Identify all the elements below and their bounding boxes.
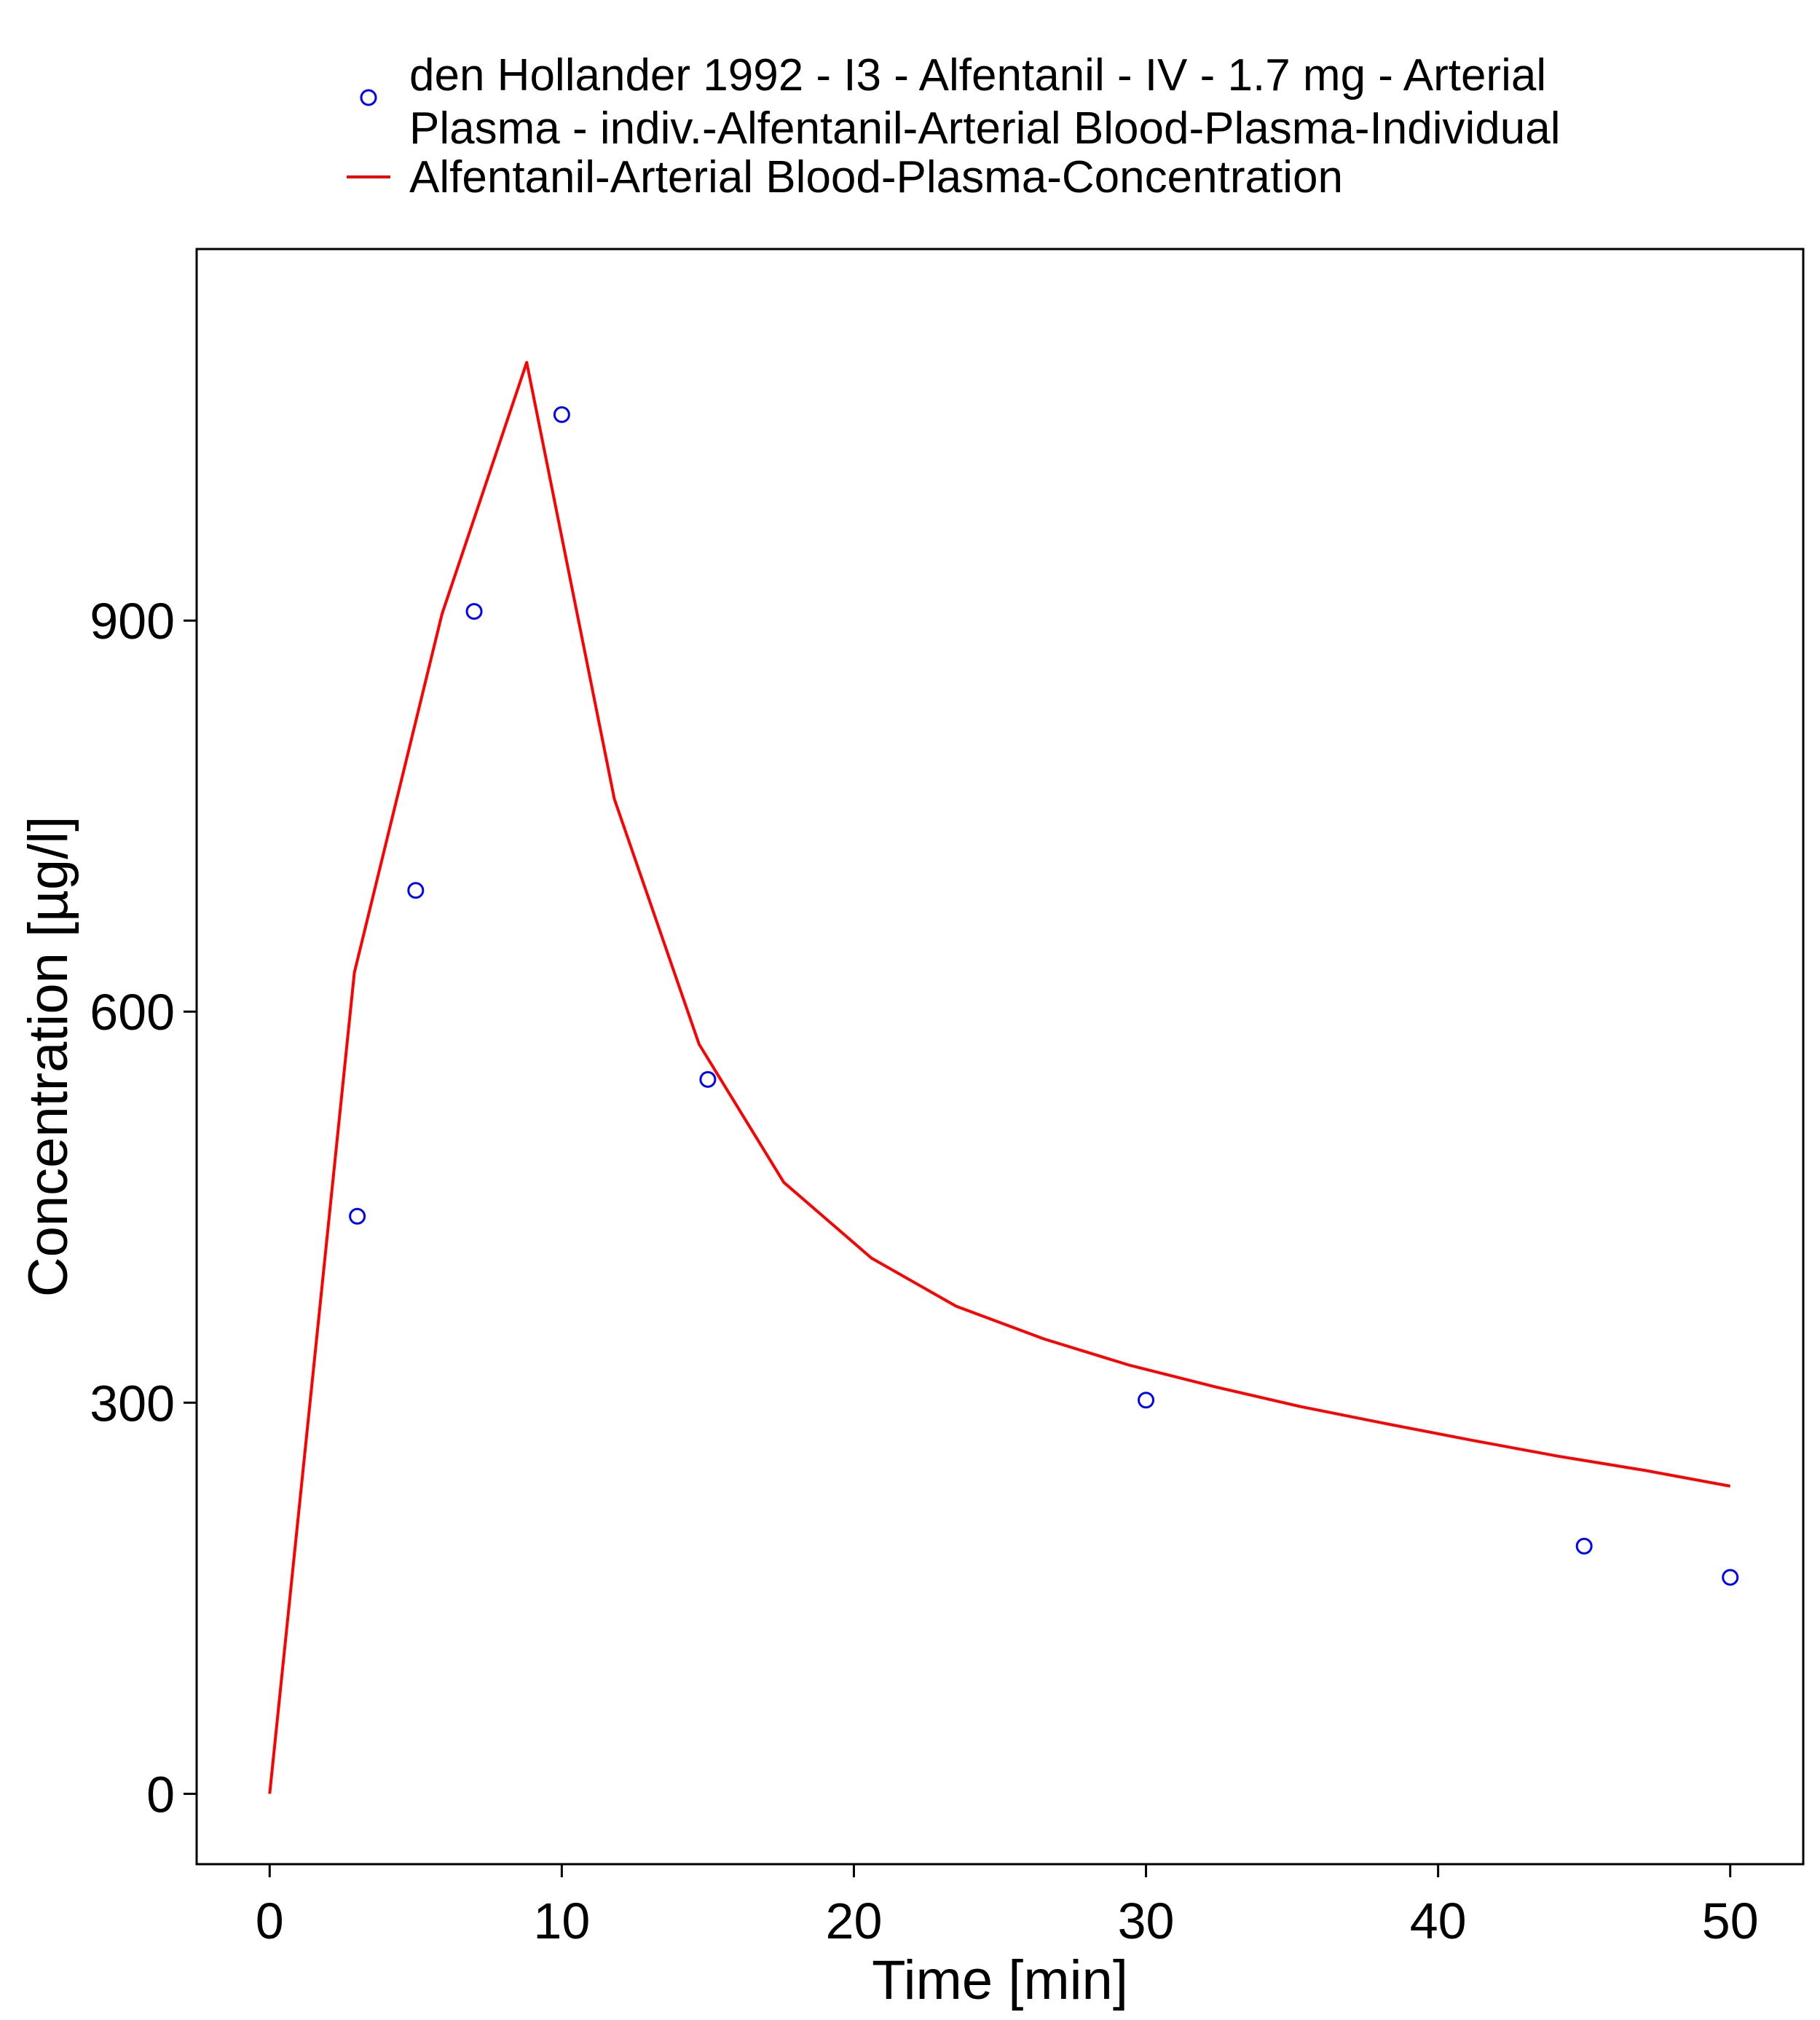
observed-data-point: [1138, 1392, 1155, 1409]
x-axis: 0 10 20 30 40 50: [256, 1864, 1759, 1949]
y-axis-title: Concentration [µg/l]: [17, 816, 79, 1298]
x-tick-label: 40: [1410, 1893, 1467, 1949]
legend: den Hollander 1992 - I3 - Alfentanil - I…: [347, 50, 1561, 202]
simulated-concentration-line: [268, 360, 1731, 1794]
x-tick-label: 50: [1702, 1893, 1759, 1949]
y-tick-label: 0: [146, 1766, 175, 1823]
observed-data-point: [553, 406, 570, 423]
legend-label-observed-line2: Plasma - indiv.-Alfentanil-Arterial Bloo…: [409, 103, 1561, 154]
observed-data-point: [1722, 1569, 1739, 1586]
observed-data-point: [407, 882, 425, 899]
x-tick-label: 30: [1118, 1893, 1175, 1949]
plot-panel-border: [195, 248, 1805, 1866]
legend-marker-observed: [360, 89, 377, 106]
y-tick-label: 300: [90, 1375, 175, 1432]
x-tick-label: 20: [826, 1893, 883, 1949]
y-tick-label: 600: [90, 984, 175, 1041]
x-axis-title: Time [min]: [872, 1949, 1128, 2011]
observed-data-point: [465, 603, 483, 620]
x-tick-label: 0: [256, 1893, 284, 1949]
observed-data-point: [1575, 1537, 1593, 1555]
y-tick-label: 900: [90, 593, 175, 650]
legend-label-simulated: Alfentanil-Arterial Blood-Plasma-Concent…: [409, 152, 1343, 202]
legend-label-observed-line1: den Hollander 1992 - I3 - Alfentanil - I…: [409, 50, 1546, 100]
observed-data-point: [349, 1207, 366, 1225]
observed-data-point: [699, 1070, 717, 1088]
x-tick-label: 10: [533, 1893, 590, 1949]
series-observed: [349, 406, 1739, 1586]
series-simulated: [268, 360, 1731, 1794]
y-axis: 0 300 600 900: [90, 593, 197, 1823]
